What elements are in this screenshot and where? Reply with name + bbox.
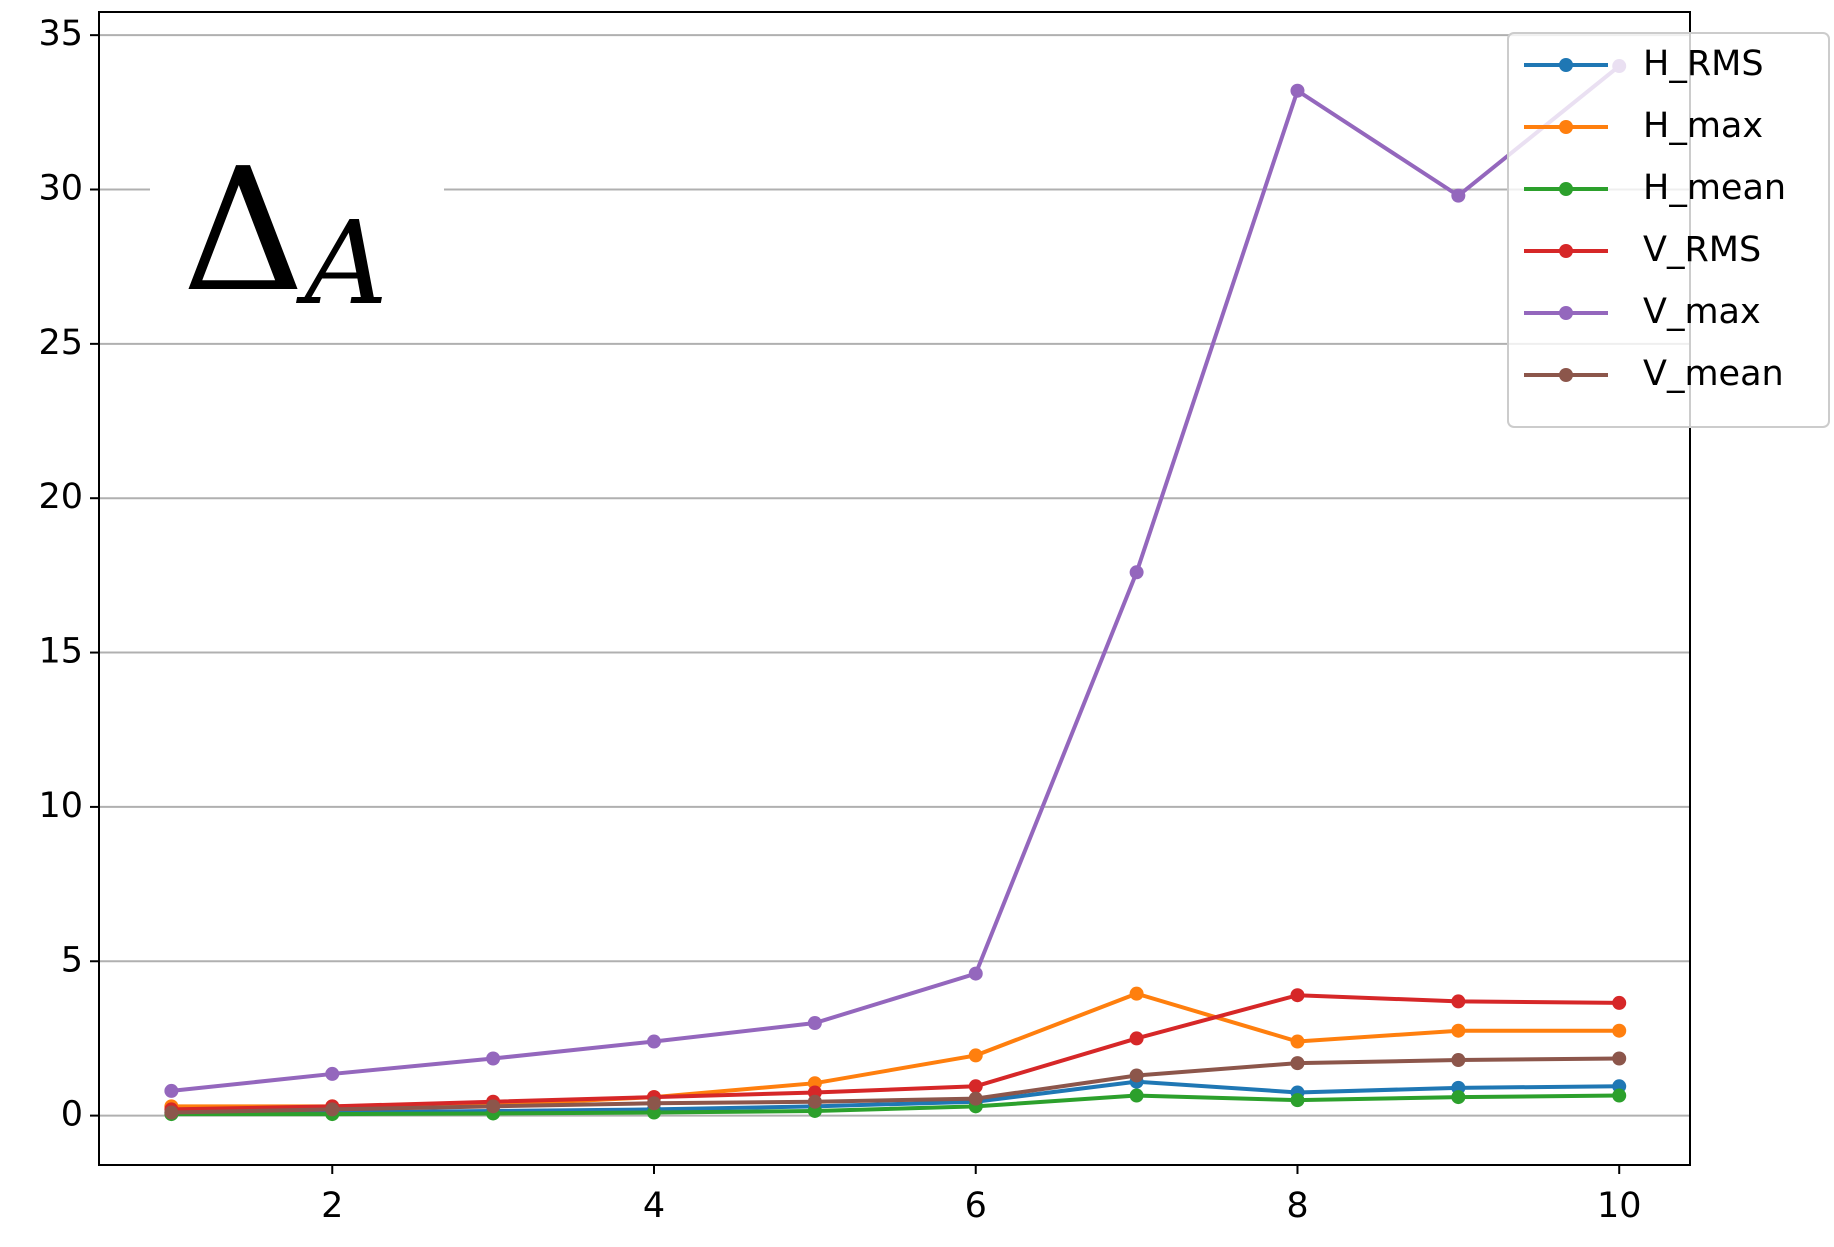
point [1129, 1031, 1144, 1046]
legend-label: H_mean [1643, 168, 1786, 208]
point [164, 1105, 179, 1120]
y-tick-label: 35 [38, 14, 83, 54]
plot-frame [98, 11, 1691, 1166]
point [1290, 988, 1305, 1003]
y-tick-label: 5 [61, 940, 83, 980]
point [1612, 1051, 1627, 1066]
annotation-symbol: Δ [182, 132, 305, 330]
x-tick-label: 4 [643, 1186, 665, 1226]
point [1612, 995, 1627, 1010]
point [968, 966, 983, 981]
y-tick-label: 30 [38, 169, 83, 209]
point [1290, 1034, 1305, 1049]
legend-label: H_max [1643, 106, 1763, 146]
point [1290, 83, 1305, 98]
point [968, 1048, 983, 1063]
legend-marker [1559, 368, 1573, 382]
point [1451, 188, 1466, 203]
x-tick-label: 8 [1286, 1186, 1308, 1226]
point [1290, 1093, 1305, 1108]
series-line [171, 993, 1620, 1112]
legend-label: V_max [1643, 292, 1761, 332]
point [1290, 1056, 1305, 1071]
legend-label: V_RMS [1643, 230, 1761, 270]
legend-marker [1559, 58, 1573, 72]
series-line [171, 1079, 1620, 1115]
legend-box [1507, 32, 1830, 428]
legend-marker [1559, 182, 1573, 196]
point [647, 1034, 661, 1049]
point [164, 1083, 179, 1098]
legend-marker [1559, 120, 1573, 134]
x-tick-label: 6 [965, 1186, 987, 1226]
point [486, 1051, 501, 1066]
point [325, 1102, 340, 1117]
x-tick-label: 10 [1597, 1186, 1642, 1226]
point [1612, 1088, 1627, 1103]
point [486, 1099, 501, 1114]
point [1129, 1068, 1144, 1083]
y-tick-label: 20 [38, 477, 83, 517]
y-tick-label: 10 [38, 786, 83, 826]
point [807, 1094, 822, 1109]
series-line [171, 1093, 1620, 1117]
annotation-background [150, 112, 444, 282]
legend-label: V_mean [1643, 354, 1784, 394]
y-tick-label: 15 [38, 632, 83, 672]
point [807, 1015, 822, 1030]
point [1612, 1023, 1627, 1038]
y-tick-label: 25 [38, 323, 83, 363]
point [1451, 1053, 1466, 1068]
point [1129, 986, 1144, 1001]
point [1451, 1090, 1466, 1105]
series-line [171, 1056, 1620, 1115]
point [647, 1096, 661, 1111]
legend-marker [1559, 244, 1573, 258]
point [1451, 994, 1466, 1009]
x-tick-label: 2 [321, 1186, 343, 1226]
point [1129, 1088, 1144, 1103]
point [968, 1091, 983, 1106]
annotation: ΔA [182, 132, 388, 330]
point [968, 1079, 983, 1094]
point [1451, 1023, 1466, 1038]
series-line [171, 64, 1621, 1093]
point [1129, 565, 1144, 580]
point [325, 1066, 340, 1081]
legend-marker [1559, 306, 1573, 320]
legend-label: H_RMS [1643, 44, 1764, 84]
annotation-subscript: A [296, 197, 388, 331]
y-tick-label: 0 [61, 1095, 83, 1135]
